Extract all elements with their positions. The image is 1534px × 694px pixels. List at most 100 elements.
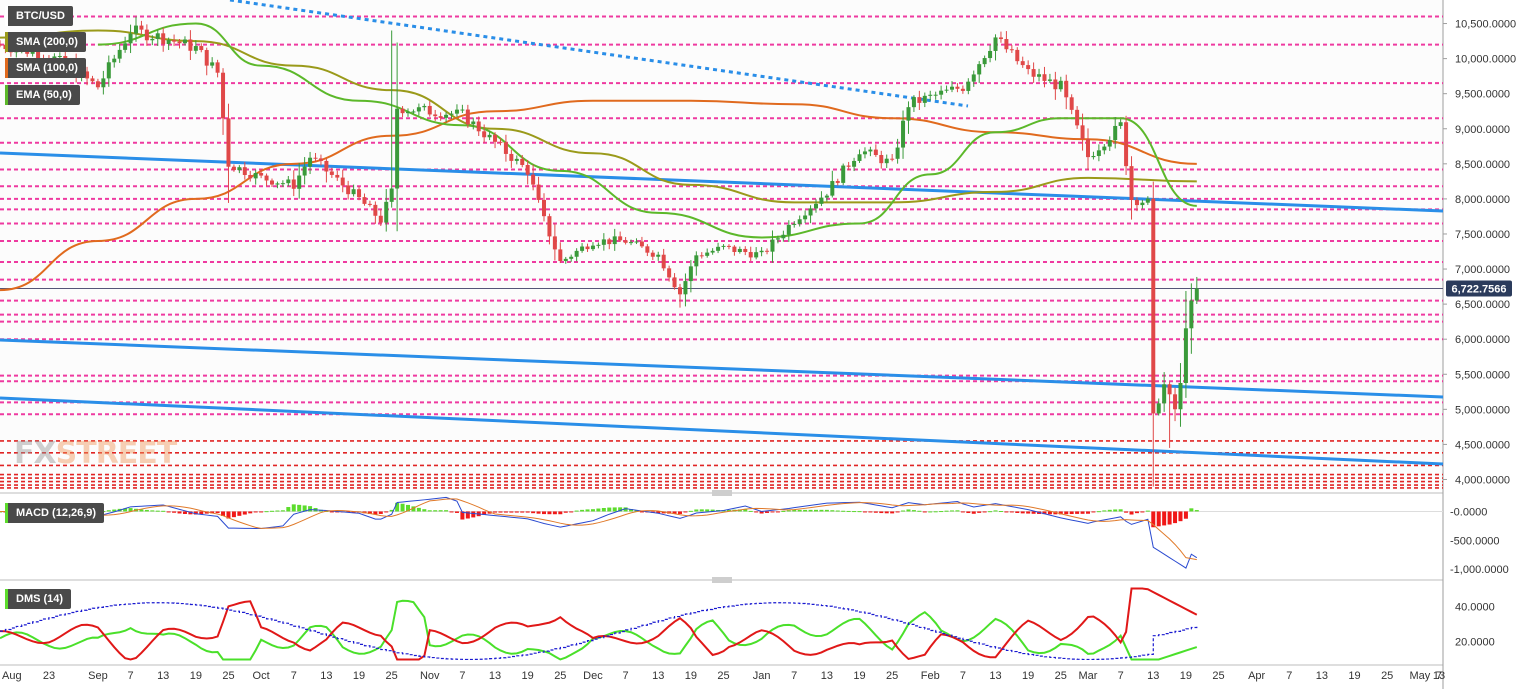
macd-histogram-bar <box>297 504 302 512</box>
x-tick-label: 19 <box>1348 670 1360 682</box>
candle-body <box>716 246 721 251</box>
candle-body <box>204 50 209 66</box>
candle-body <box>172 40 177 42</box>
macd-histogram-bar <box>634 510 639 512</box>
sma100-tag[interactable]: SMA (100,0) <box>5 58 86 78</box>
macd-histogram-bar <box>389 509 394 512</box>
candle-body <box>318 158 323 161</box>
x-tick-label: 19 <box>1022 670 1034 682</box>
macd-histogram-bar <box>215 511 220 514</box>
macd-histogram-bar <box>596 508 601 512</box>
candle-body <box>389 188 394 202</box>
macd-histogram-bar <box>814 509 818 512</box>
x-tick-label: 19 <box>353 670 365 682</box>
macd-histogram-bar <box>204 511 209 514</box>
macd-histogram-bar <box>422 509 427 512</box>
x-tick-label: 25 <box>1055 670 1067 682</box>
candle-body <box>454 109 459 114</box>
macd-histogram-bar <box>1080 511 1085 514</box>
ema50-tag[interactable]: EMA (50,0) <box>5 85 80 105</box>
macd-histogram-bar <box>123 508 128 512</box>
macd-tag[interactable]: MACD (12,26,9) <box>5 503 105 523</box>
candle-body <box>193 46 198 51</box>
candle-body <box>476 121 481 132</box>
middle-trendline <box>0 338 1444 399</box>
macd-histogram-bar <box>639 511 644 513</box>
y-tick-label: 5,000.0000 <box>1455 404 1510 416</box>
y-tick-label: 10,500.0000 <box>1455 19 1516 31</box>
candle-body <box>395 108 400 189</box>
candle-body <box>824 195 829 198</box>
macd-histogram-bar <box>775 511 780 513</box>
candle-body <box>922 95 927 103</box>
candle-body <box>438 116 443 118</box>
macd-histogram-bar <box>106 510 111 512</box>
macd-histogram-bar <box>221 511 226 517</box>
candle-body <box>884 158 889 164</box>
x-tick-label: 25 <box>1212 670 1224 682</box>
sma200-tag[interactable]: SMA (200,0) <box>5 32 86 52</box>
candle-body <box>101 78 106 88</box>
candle-body <box>139 25 144 30</box>
x-tick-label: 7 <box>1118 670 1124 682</box>
candle-body <box>1015 49 1020 62</box>
macd-histogram-bar <box>563 511 568 513</box>
macd-histogram-bar <box>574 510 579 512</box>
candle-body <box>852 160 857 167</box>
x-tick-label: 19 <box>853 670 865 682</box>
symbol-tag[interactable]: BTC/USD <box>5 6 73 26</box>
candle-body <box>917 97 922 103</box>
candle-body <box>873 149 878 156</box>
candle-body <box>1047 79 1052 81</box>
last-price-badge <box>1446 280 1512 297</box>
candle-body <box>520 158 525 165</box>
candle-body <box>1086 138 1090 158</box>
candle-body <box>542 199 546 217</box>
candle-body <box>346 185 351 195</box>
macd-histogram-bar <box>1009 511 1014 513</box>
candle-body <box>672 277 677 288</box>
macd-histogram-bar <box>542 511 546 515</box>
y-tick-label: 9,000.0000 <box>1455 124 1510 136</box>
candle-body <box>1080 125 1085 139</box>
macd-histogram-bar <box>1102 510 1107 512</box>
macd-histogram-bar <box>917 510 922 512</box>
candle-body <box>1173 394 1178 410</box>
dms-tag[interactable]: DMS (14) <box>5 589 72 609</box>
macd-histogram-bar <box>128 508 133 512</box>
candle-body <box>982 58 987 65</box>
candle-body <box>933 94 938 96</box>
candle-body <box>1189 300 1194 329</box>
x-tick-label: 13 <box>489 670 501 682</box>
macd-histogram-bar <box>770 511 775 513</box>
candle-body <box>563 258 568 262</box>
macd-histogram-bar <box>841 510 846 512</box>
macd-histogram-bar <box>280 510 285 512</box>
candle-body <box>112 58 117 63</box>
candle-body <box>601 239 606 245</box>
macd-histogram-bar <box>1091 511 1096 513</box>
candle-body <box>688 266 693 282</box>
x-tick-label: 25 <box>886 670 898 682</box>
y-tick-label: 6,500.0000 <box>1455 299 1510 311</box>
macd-histogram-bar <box>1129 511 1134 515</box>
candle-body <box>221 72 226 119</box>
macd-histogram-bar <box>503 511 508 513</box>
macd-histogram-bar <box>944 510 949 512</box>
candle-body <box>335 174 340 178</box>
candle-body <box>280 183 285 185</box>
candle-body <box>188 39 193 51</box>
x-tick-label: 7 <box>1436 670 1442 682</box>
candle-body <box>966 81 971 91</box>
macd-histogram-bar <box>590 509 595 512</box>
candle-body <box>400 108 405 114</box>
candle-body <box>1053 79 1058 90</box>
candle-body <box>351 189 356 195</box>
macd-histogram-bar <box>928 511 933 513</box>
macd-histogram-bar <box>726 510 731 512</box>
candle-body <box>748 252 753 258</box>
macd-histogram-bar <box>237 511 242 516</box>
candle-body <box>765 250 770 252</box>
macd-histogram-bar <box>792 510 797 512</box>
candle-body <box>797 219 802 224</box>
